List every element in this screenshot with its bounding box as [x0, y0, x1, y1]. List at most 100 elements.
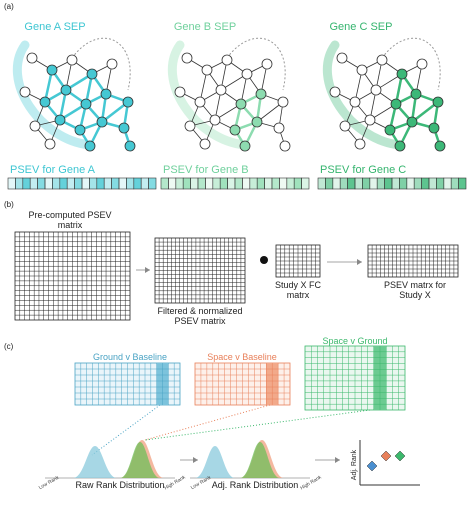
psev-cell — [182, 177, 191, 190]
panel-label: (a) — [4, 2, 14, 11]
psev-cell — [354, 177, 363, 190]
psev-cell — [391, 177, 400, 190]
psev-cell — [148, 177, 157, 190]
sep-label: Gene C SEP — [329, 21, 393, 33]
psev-cell — [428, 177, 437, 190]
network-node — [54, 114, 66, 126]
sep-label: Gene B SEP — [173, 21, 237, 33]
psev-cell — [133, 177, 142, 190]
psev-cell — [175, 177, 184, 190]
network-node — [329, 86, 341, 98]
psev-cell — [22, 177, 31, 190]
psev-cell — [15, 177, 24, 190]
network-node — [279, 140, 291, 152]
psev-cell — [44, 177, 53, 190]
network-node — [356, 64, 368, 76]
psev-cell — [384, 177, 393, 190]
dashed-link — [226, 37, 286, 91]
arrow-head — [357, 259, 362, 265]
distribution — [195, 446, 235, 478]
psev-cell — [227, 177, 236, 190]
psev-cell — [74, 177, 83, 190]
psev-cell — [421, 177, 430, 190]
network-node — [194, 96, 206, 108]
arrow-head — [193, 457, 198, 463]
network-edge — [199, 69, 208, 103]
psev-cell — [399, 177, 408, 190]
psev-cell — [413, 177, 422, 190]
sep-path — [12, 40, 95, 150]
distribution-label: Raw Rank Distribution — [75, 480, 165, 490]
matrix-label: Study X FC matrx — [274, 280, 321, 300]
psev-cell — [37, 177, 46, 190]
network-node — [239, 140, 251, 152]
network-node — [339, 120, 351, 132]
psev-cell — [332, 177, 341, 190]
network-node — [184, 120, 196, 132]
matrix-label: PSEV matrx for Study X — [383, 280, 446, 300]
psev-cell — [347, 177, 356, 190]
axis-label: Adj. Rank — [351, 449, 358, 481]
panel-label: (c) — [4, 342, 14, 351]
network-node — [273, 122, 285, 134]
network-node — [349, 96, 361, 108]
psev-cell — [325, 177, 334, 190]
psev-label: PSEV for Gene B — [163, 164, 249, 176]
network-node — [46, 64, 58, 76]
network-edge — [411, 101, 439, 123]
network-node — [181, 52, 193, 64]
psev-cell — [339, 177, 348, 190]
network-node — [26, 52, 38, 64]
network-node — [86, 68, 98, 80]
scatter-point — [394, 450, 406, 462]
network-node — [174, 86, 186, 98]
sep-path — [167, 40, 250, 150]
network-edge — [256, 101, 284, 123]
psev-cell — [96, 177, 105, 190]
matrix-label: Filtered & normalized PSEV matrix — [157, 306, 243, 326]
network-node — [261, 58, 273, 70]
network-edge — [354, 69, 363, 103]
network-node — [354, 138, 366, 150]
psev-cell — [279, 177, 288, 190]
dashed-link — [381, 37, 441, 91]
network-node — [80, 98, 92, 110]
network-node — [251, 116, 263, 128]
scatter-point — [380, 450, 392, 462]
psev-cell — [59, 177, 68, 190]
psev-cell — [118, 177, 127, 190]
psev-cell — [376, 177, 385, 190]
psev-cell — [160, 177, 169, 190]
network-node — [122, 96, 134, 108]
scatter-point — [366, 460, 378, 472]
psev-cell — [7, 177, 16, 190]
psev-cell — [212, 177, 221, 190]
network-node — [199, 138, 211, 150]
network-node — [100, 88, 112, 100]
comparison-label: Space v Baseline — [207, 352, 277, 362]
network-node — [394, 140, 406, 152]
comparison-label: Space v Ground — [322, 336, 388, 346]
psev-cell — [81, 177, 90, 190]
network-node — [229, 124, 241, 136]
psev-cell — [271, 177, 280, 190]
psev-cell — [140, 177, 149, 190]
network-node — [364, 114, 376, 126]
network-node — [96, 116, 108, 128]
network-node — [277, 96, 289, 108]
network-node — [209, 114, 221, 126]
network-node — [432, 96, 444, 108]
network-node — [390, 98, 402, 110]
dashed-link — [71, 37, 131, 91]
psev-cell — [190, 177, 199, 190]
psev-cell — [89, 177, 98, 190]
network-edge — [43, 69, 54, 103]
operator-dot — [260, 256, 268, 264]
psev-cell — [205, 177, 214, 190]
network-node — [44, 138, 56, 150]
psev-cell — [242, 177, 251, 190]
psev-cell — [369, 177, 378, 190]
network-node — [384, 124, 396, 136]
psev-cell — [126, 177, 135, 190]
